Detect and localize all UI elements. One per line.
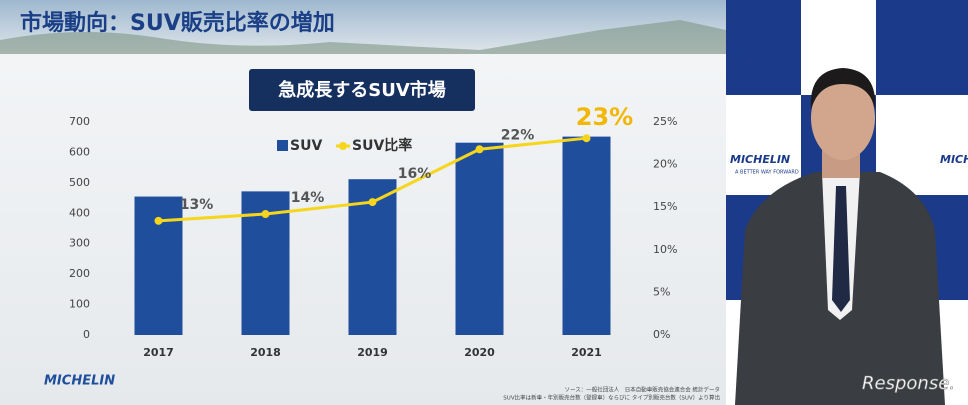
line-point [368, 198, 377, 207]
mountains [0, 20, 726, 54]
x-tick-label: 2019 [357, 346, 388, 359]
legend-label: SUV [290, 138, 322, 154]
bar [562, 136, 611, 335]
backdrop-tagline: A BETTER WAY FORWARD [735, 170, 799, 176]
chart-title: 急成長するSUV市場 [278, 79, 446, 101]
y-tick-label: 300 [69, 237, 90, 250]
y-tick-label: 100 [69, 298, 90, 311]
y2-tick-label: 0% [653, 328, 670, 341]
source: ソース：一般社団法人 日本自動車販売協会連合会 統計データ [565, 386, 720, 394]
x-tick-label: 2018 [250, 346, 281, 359]
backdrop-logo: MICHELIN [940, 153, 968, 166]
x-tick-label: 2021 [571, 346, 602, 359]
line-point [154, 216, 163, 225]
y2-tick-label: 20% [653, 158, 677, 171]
y2-tick-label: 25% [653, 115, 677, 128]
y2-tick-label: 15% [653, 200, 677, 213]
legend-label: SUV比率 [352, 137, 412, 154]
line-point [582, 134, 591, 143]
bar [455, 142, 504, 335]
line-point [261, 210, 270, 219]
y-tick-label: 400 [69, 206, 90, 219]
legend-swatch [339, 142, 347, 150]
y2-tick-label: 5% [653, 285, 670, 298]
person-face [811, 76, 875, 160]
backdrop-logo: MICHELIN [880, 49, 940, 62]
value-label: 16% [398, 166, 432, 182]
y-tick-label: 0 [83, 328, 90, 341]
backdrop-logo: MICHELIN [730, 153, 790, 166]
source: SUV比率は新車・年別販売台数（登録車）ならびに タイプ別販売台数（SUV）より… [503, 394, 720, 402]
chart-title-box [249, 69, 475, 111]
legend-swatch [277, 140, 288, 151]
y-tick-label: 700 [69, 115, 90, 128]
slide-title: 市場動向：SUV販売比率の増加 [20, 10, 335, 36]
logo: MICHELIN [44, 374, 115, 389]
value-label: 23% [576, 103, 633, 131]
watermark: Response. [862, 373, 955, 394]
y-tick-label: 500 [69, 176, 90, 189]
x-tick-label: 2017 [143, 346, 174, 359]
backdrop-panel [726, 0, 801, 95]
y-tick-label: 200 [69, 267, 90, 280]
backdrop-logo: MICHELIN [730, 45, 790, 58]
x-tick-label: 2020 [464, 346, 495, 359]
value-label: 14% [291, 190, 325, 206]
line-point [475, 145, 484, 154]
backdrop-panel [876, 0, 968, 95]
y2-tick-label: 10% [653, 243, 677, 256]
person-hair [810, 68, 876, 110]
value-label: 13% [180, 197, 214, 213]
y-tick-label: 600 [69, 145, 90, 158]
value-label: 22% [501, 127, 535, 143]
person-tie [832, 186, 850, 312]
